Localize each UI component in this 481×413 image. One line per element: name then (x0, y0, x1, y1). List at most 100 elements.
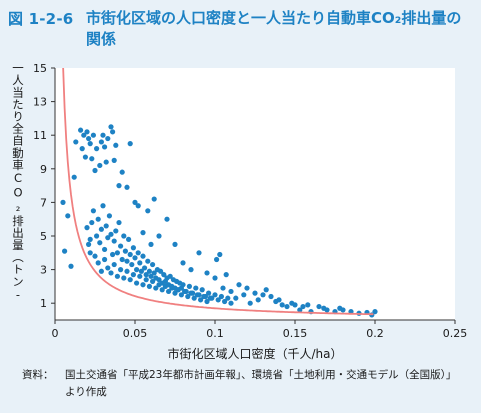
data-point (71, 174, 77, 180)
data-point (97, 240, 103, 246)
data-point (106, 213, 112, 219)
data-point (217, 251, 223, 258)
data-point (105, 135, 111, 142)
data-point (98, 139, 104, 145)
data-point (98, 268, 104, 274)
data-point (172, 241, 178, 247)
y-tick-label: 7 (40, 196, 47, 209)
data-point (145, 258, 151, 264)
data-point (151, 270, 157, 276)
data-point (100, 203, 106, 209)
data-point (145, 208, 151, 214)
y-tick-label: 9 (40, 163, 47, 176)
data-point (212, 292, 218, 298)
data-point (113, 228, 119, 234)
data-point (97, 162, 103, 169)
data-point (166, 288, 172, 295)
data-point (372, 309, 378, 315)
data-point (225, 295, 231, 301)
trend-line (62, 68, 374, 316)
data-point (220, 285, 226, 291)
data-point (207, 295, 213, 301)
data-point (102, 144, 108, 150)
data-point (146, 268, 152, 274)
data-point (122, 248, 128, 254)
data-point (86, 241, 92, 247)
data-point (87, 250, 93, 256)
data-point (135, 203, 141, 209)
data-point (62, 248, 68, 254)
data-point (263, 287, 269, 293)
data-point (233, 295, 239, 301)
data-point (103, 223, 109, 229)
data-point (161, 272, 167, 278)
data-points (60, 124, 378, 318)
data-point (89, 219, 95, 226)
x-axis-label: 市街化区域人口密度（千人/ha） (167, 346, 342, 361)
data-point (138, 268, 144, 274)
data-point (102, 246, 108, 253)
data-point (118, 267, 124, 273)
data-point (79, 146, 85, 152)
data-point (84, 225, 90, 231)
data-point (132, 199, 138, 205)
y-tick-label: 1 (40, 297, 47, 310)
data-point (114, 250, 120, 256)
data-point (151, 196, 157, 202)
y-tick-label: 5 (40, 230, 47, 243)
data-point (140, 253, 146, 259)
data-point (113, 142, 119, 148)
y-tick-label: 3 (40, 264, 47, 277)
data-point (182, 288, 188, 295)
data-point (150, 278, 156, 284)
data-point (116, 183, 122, 189)
x-tick-label: 0.25 (443, 327, 468, 340)
data-point (167, 273, 173, 279)
source-text: 国土交通省「平成23年都市計画年報」、環境省「土地利用・交通モデル（全国版）」よ… (65, 369, 457, 398)
data-point (73, 139, 79, 145)
data-point (127, 141, 133, 147)
data-point (252, 290, 258, 296)
data-point (108, 231, 114, 237)
data-point (114, 273, 120, 279)
data-point (153, 285, 159, 291)
data-point (108, 270, 114, 276)
data-point (172, 290, 178, 296)
data-point (164, 216, 170, 222)
data-point (204, 298, 210, 305)
data-point (118, 243, 124, 249)
data-point (236, 282, 242, 288)
figure-title: 市街化区域の人口密度と一人当たり自動車CO₂排出量の関係 (86, 9, 462, 48)
data-point (340, 307, 346, 313)
data-point (94, 146, 100, 152)
data-point (143, 277, 149, 283)
data-point (116, 219, 122, 226)
data-point (204, 270, 210, 276)
data-point (103, 159, 109, 165)
y-tick-label: 13 (33, 96, 47, 109)
data-point (198, 297, 204, 303)
data-point (111, 238, 117, 244)
data-point (284, 303, 290, 310)
x-tick-label: 0.1 (206, 327, 224, 340)
data-point (180, 282, 186, 288)
figure-number: 図 1-2-6 (8, 10, 74, 28)
data-point (255, 297, 261, 303)
data-point (105, 265, 111, 271)
data-point (108, 124, 114, 130)
data-point (199, 287, 205, 293)
data-point (135, 250, 141, 256)
data-point (222, 298, 228, 305)
data-point (110, 129, 116, 135)
data-point (119, 256, 125, 263)
data-point (292, 302, 298, 308)
data-point (90, 132, 96, 138)
data-point (143, 272, 149, 278)
data-point (324, 307, 330, 313)
y-tick-label: 15 (33, 62, 47, 75)
data-point (127, 251, 133, 258)
data-point (244, 285, 250, 291)
data-point (305, 302, 311, 308)
y-tick-label: 11 (33, 129, 47, 142)
